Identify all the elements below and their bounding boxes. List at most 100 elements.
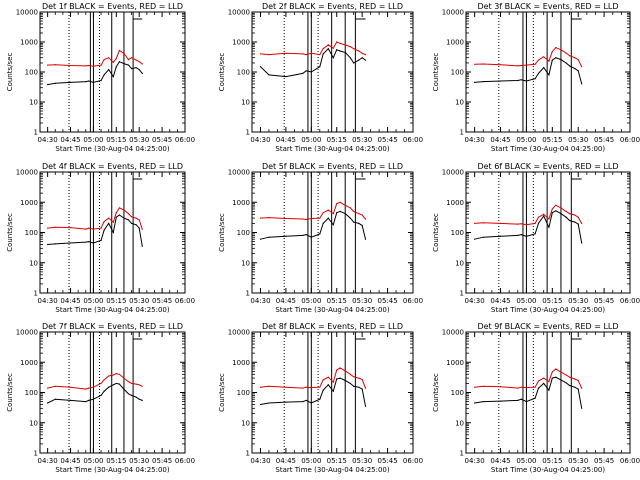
y-tick-label: 100 [25, 69, 38, 77]
events-point [364, 405, 367, 407]
lld-point [339, 367, 341, 369]
lld-point [115, 212, 117, 214]
lld-point [361, 378, 363, 381]
lld-point [285, 386, 287, 388]
x-tick-label: 05:00 [83, 297, 103, 305]
lld-point [108, 57, 110, 59]
y-axis-label: Counts/sec [6, 373, 14, 412]
events-point [327, 217, 329, 219]
lld-point [353, 376, 355, 378]
lld-point [565, 374, 567, 376]
y-tick-label: 1000 [232, 199, 250, 207]
events-point [349, 382, 351, 384]
events-point [525, 401, 528, 403]
events-point [327, 48, 329, 50]
events-point [574, 221, 576, 223]
y-tick-label: 10 [241, 259, 250, 267]
lld-point [69, 64, 72, 67]
events-point [305, 234, 307, 236]
lld-point [569, 55, 571, 57]
events-point [285, 401, 287, 403]
events-point [100, 394, 102, 396]
events-point [103, 390, 105, 392]
lld-point [135, 217, 137, 219]
x-tick-label: 05:15 [106, 297, 126, 305]
y-tick-label: 1 [34, 290, 38, 298]
plot-frame [39, 11, 186, 133]
lld-point [499, 64, 502, 66]
events-point [259, 66, 262, 68]
x-tick-label: 05:00 [83, 457, 103, 465]
x-tick-label: 06:00 [620, 457, 640, 465]
lld-point [361, 52, 363, 54]
lld-point [537, 59, 540, 61]
x-tick-label: 06:00 [175, 136, 195, 144]
events-point [322, 222, 324, 224]
lld-point [551, 371, 553, 373]
events-point [310, 402, 312, 404]
events-point [138, 227, 140, 229]
events-point [499, 400, 502, 402]
lld-point [118, 373, 120, 375]
lld-point [569, 376, 571, 378]
x-tick-label: 04:45 [60, 297, 80, 305]
events-point [310, 71, 312, 73]
series-events-line [260, 47, 366, 78]
series-lld-line [47, 207, 143, 230]
x-axis-label: Start Time (30-Aug-04 04:25:00) [275, 466, 389, 474]
lld-point [581, 66, 583, 68]
x-axis-label: Start Time (30-Aug-04 04:25:00) [491, 306, 605, 314]
x-tick-label: 05:00 [301, 457, 321, 465]
events-point [537, 222, 540, 224]
lld-point [103, 221, 105, 223]
lld-point [525, 224, 528, 226]
lld-point [92, 65, 94, 67]
lld-point [520, 223, 522, 225]
lld-point [138, 384, 140, 386]
lld-point [118, 207, 120, 209]
events-point [543, 382, 545, 384]
lld-point [115, 58, 117, 60]
events-point [115, 66, 117, 68]
panel-title: Det 7f BLACK = Events, RED = LLD [42, 322, 183, 331]
lld-point [565, 210, 567, 212]
events-point [358, 386, 360, 388]
events-point [534, 397, 536, 399]
plot-frame [465, 171, 631, 294]
events-point [581, 407, 583, 409]
plot-frame [39, 331, 186, 454]
x-tick-label: 05:45 [594, 136, 614, 144]
series-events-line [474, 376, 583, 409]
panel-title: Det 5f BLACK = Events, RED = LLD [262, 162, 403, 171]
x-tick-label: 04:45 [60, 136, 80, 144]
lld-point [358, 213, 360, 215]
events-point [332, 57, 334, 59]
series-events-line [260, 210, 366, 240]
lld-point [141, 63, 143, 65]
events-point [581, 83, 583, 85]
x-tick-label: 06:00 [620, 297, 640, 305]
events-point [123, 217, 125, 219]
y-axis-label: Counts/sec [6, 53, 14, 92]
lld-point [302, 387, 304, 389]
events-point [138, 69, 140, 71]
events-point [332, 224, 334, 226]
events-point [560, 379, 562, 381]
panel-8: Det 8f BLACK = Events, RED = LLD 1 10 100 10… [218, 322, 423, 474]
x-tick-label: 05:30 [352, 136, 372, 144]
lld-point [319, 386, 321, 388]
y-tick-label: 10000 [16, 169, 38, 177]
lld-point [310, 52, 312, 54]
x-tick-label: 05:30 [568, 457, 588, 465]
plot-frame [251, 331, 414, 454]
y-tick-label: 1 [246, 129, 250, 137]
events-point [103, 229, 105, 231]
events-point [131, 222, 133, 224]
x-tick-label: 05:00 [301, 136, 321, 144]
y-tick-label: 10000 [16, 329, 38, 337]
lld-point [100, 227, 102, 229]
events-point [138, 398, 140, 400]
events-point [259, 238, 262, 240]
lld-point [364, 54, 367, 56]
events-point [565, 62, 567, 64]
